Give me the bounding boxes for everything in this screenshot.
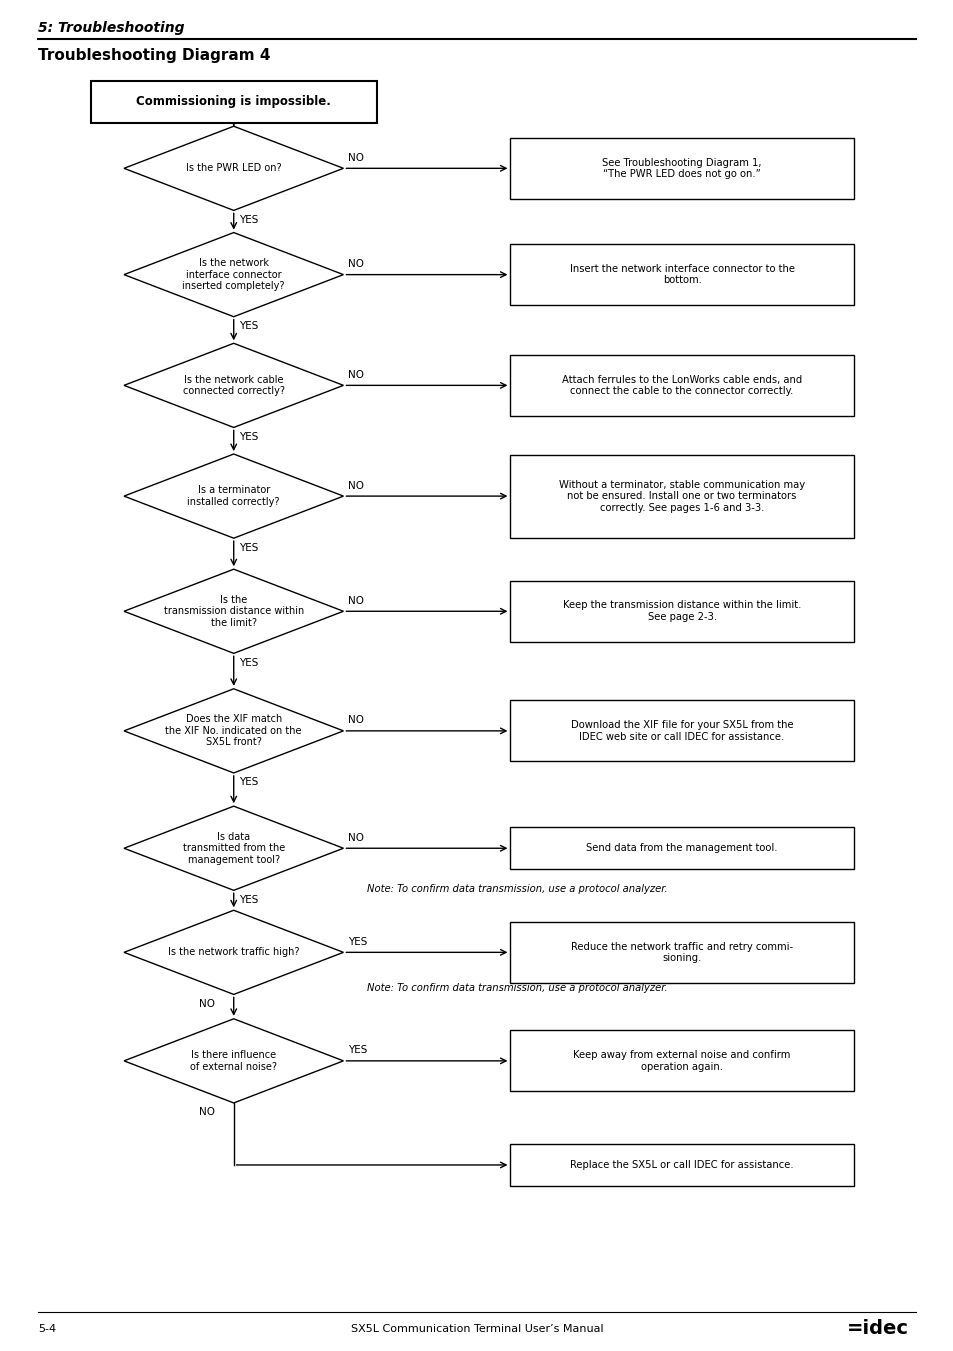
Polygon shape [124,911,343,994]
Text: Download the XIF file for your SX5L from the
IDEC web site or call IDEC for assi: Download the XIF file for your SX5L from… [570,720,793,742]
Text: Without a terminator, stable communication may
not be ensured. Install one or tw: Without a terminator, stable communicati… [558,480,804,513]
Polygon shape [124,807,343,890]
Text: Note: To confirm data transmission, use a protocol analyzer.: Note: To confirm data transmission, use … [367,884,667,894]
Text: NO: NO [348,370,364,380]
Text: Send data from the management tool.: Send data from the management tool. [586,843,777,854]
Text: YES: YES [239,658,258,667]
Text: NO: NO [198,998,214,1009]
Text: Is the network cable
connected correctly?: Is the network cable connected correctly… [183,374,284,396]
Text: Is the PWR LED on?: Is the PWR LED on? [186,163,281,173]
Text: =idec: =idec [846,1320,907,1339]
Text: Attach ferrules to the LonWorks cable ends, and
connect the cable to the connect: Attach ferrules to the LonWorks cable en… [561,374,801,396]
Polygon shape [124,343,343,427]
FancyBboxPatch shape [510,1031,853,1092]
Polygon shape [124,126,343,211]
Text: NO: NO [348,715,364,725]
Text: Is the network
interface connector
inserted completely?: Is the network interface connector inser… [182,258,285,292]
Text: YES: YES [239,432,258,442]
Text: YES: YES [348,936,367,947]
FancyBboxPatch shape [510,355,853,416]
Text: YES: YES [239,543,258,553]
FancyBboxPatch shape [510,700,853,762]
Text: Reduce the network traffic and retry commi-
sioning.: Reduce the network traffic and retry com… [571,942,792,963]
Text: NO: NO [348,596,364,605]
Polygon shape [124,569,343,654]
Text: See Troubleshooting Diagram 1,
“The PWR LED does not go on.”: See Troubleshooting Diagram 1, “The PWR … [601,158,761,180]
Text: YES: YES [239,322,258,331]
Text: NO: NO [348,259,364,269]
Text: Note: To confirm data transmission, use a protocol analyzer.: Note: To confirm data transmission, use … [367,982,667,993]
FancyBboxPatch shape [510,581,853,642]
Text: Is the network traffic high?: Is the network traffic high? [168,947,299,958]
Text: SX5L Communication Terminal User’s Manual: SX5L Communication Terminal User’s Manua… [351,1324,602,1333]
Text: Keep the transmission distance within the limit.
See page 2-3.: Keep the transmission distance within th… [562,600,801,621]
Text: 5-4: 5-4 [38,1324,56,1333]
Text: YES: YES [239,215,258,224]
Text: Insert the network interface connector to the
bottom.: Insert the network interface connector t… [569,263,794,285]
FancyBboxPatch shape [510,245,853,305]
Polygon shape [124,454,343,538]
Text: YES: YES [239,894,258,905]
FancyBboxPatch shape [510,827,853,869]
Text: Is the
transmission distance within
the limit?: Is the transmission distance within the … [163,594,304,628]
Text: Is a terminator
installed correctly?: Is a terminator installed correctly? [188,485,279,507]
Text: Is there influence
of external noise?: Is there influence of external noise? [190,1050,277,1071]
Text: Commissioning is impossible.: Commissioning is impossible. [136,96,331,108]
Text: NO: NO [198,1108,214,1117]
FancyBboxPatch shape [510,921,853,982]
FancyBboxPatch shape [510,1144,853,1186]
FancyBboxPatch shape [510,454,853,538]
Polygon shape [124,689,343,773]
Text: YES: YES [348,1046,367,1055]
Text: Troubleshooting Diagram 4: Troubleshooting Diagram 4 [38,47,271,63]
Text: NO: NO [348,153,364,162]
Polygon shape [124,1019,343,1102]
FancyBboxPatch shape [91,81,376,123]
Text: YES: YES [239,777,258,788]
Text: Keep away from external noise and confirm
operation again.: Keep away from external noise and confir… [573,1050,790,1071]
Text: Is data
transmitted from the
management tool?: Is data transmitted from the management … [182,832,285,865]
Text: Does the XIF match
the XIF No. indicated on the
SX5L front?: Does the XIF match the XIF No. indicated… [165,715,302,747]
Text: NO: NO [348,832,364,843]
Text: NO: NO [348,481,364,490]
FancyBboxPatch shape [510,138,853,199]
Text: Replace the SX5L or call IDEC for assistance.: Replace the SX5L or call IDEC for assist… [570,1161,793,1170]
Text: 5: Troubleshooting: 5: Troubleshooting [38,20,185,35]
Polygon shape [124,232,343,316]
